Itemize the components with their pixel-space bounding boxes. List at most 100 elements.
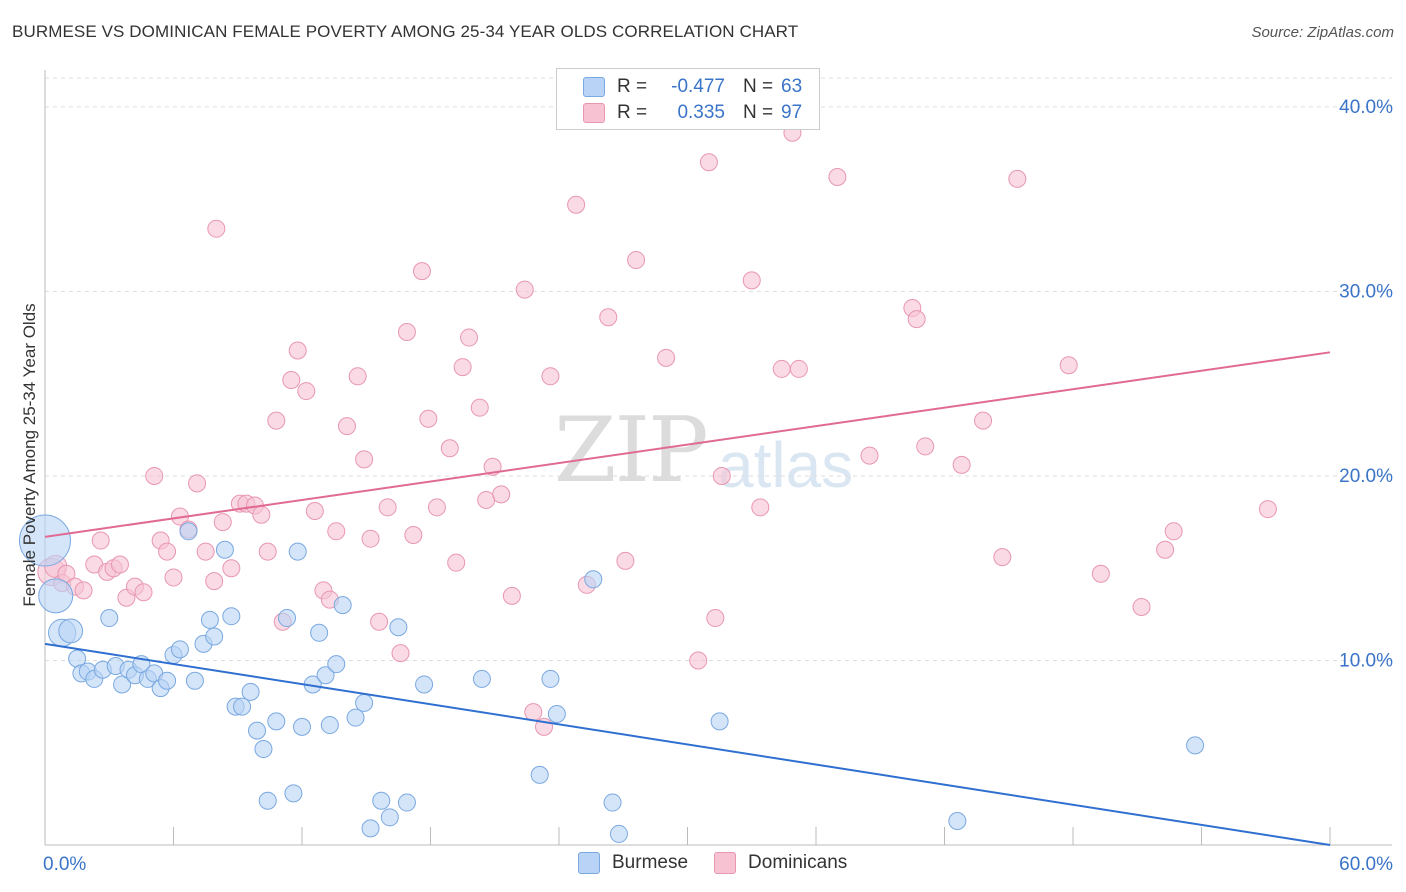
dominicans-point [297, 382, 316, 401]
dominicans-point [524, 703, 543, 722]
dominicans-point [258, 542, 277, 561]
burmese-point [389, 618, 408, 637]
burmese-point [233, 697, 252, 716]
burmese-point [333, 596, 352, 615]
dominicans-point [860, 446, 879, 465]
watermark-atlas: atlas [718, 429, 854, 501]
dominicans-point [188, 474, 207, 493]
burmese-point [547, 704, 566, 723]
burmese-point [185, 671, 204, 690]
x-tick-label: 0.0% [43, 854, 86, 875]
burmese-point [541, 669, 560, 688]
dominicans-point [699, 153, 718, 172]
dominicans-point [397, 323, 416, 342]
burmese-point [472, 669, 491, 688]
chart-title: BURMESE VS DOMINICAN FEMALE POVERTY AMON… [12, 22, 799, 41]
dominicans-point [164, 568, 183, 587]
burmese-point [372, 791, 391, 810]
legend-label-burmese: Burmese [612, 852, 689, 873]
legend-item-dominicans: Dominicans [714, 852, 847, 874]
burmese-point [158, 671, 177, 690]
burmese-point [380, 808, 399, 827]
legend-row-dominicans: R = 0.335 N = 97 [583, 101, 802, 125]
dominicans-trend-line [44, 351, 1331, 538]
dominicans-point [412, 262, 431, 281]
y-tick-label: 30.0% [1339, 281, 1393, 302]
burmese-point [179, 522, 198, 541]
burmese-point [310, 623, 329, 642]
dominicans-point [74, 581, 93, 600]
dominicans-point [355, 450, 374, 469]
burmese-point [316, 666, 335, 685]
correlation-legend: R = -0.477 N = 63 R = 0.335 N = 97 [556, 68, 820, 130]
dominicans-point [993, 548, 1012, 567]
burmese-point [603, 793, 622, 812]
burmese-point [397, 793, 416, 812]
burmese-point [361, 819, 380, 838]
dominicans-point [515, 280, 534, 299]
legend-n-value: 97 [781, 102, 803, 123]
burmese-point [215, 540, 234, 559]
dominicans-point [419, 409, 438, 428]
dominicans-point [916, 437, 935, 456]
dominicans-point [1258, 500, 1277, 519]
legend-item-burmese: Burmese [578, 852, 688, 874]
dominicans-point [348, 367, 367, 386]
dominicans-point [1156, 540, 1175, 559]
dominicans-point [440, 439, 459, 458]
watermark-zip: ZIP [554, 398, 709, 503]
legend-label-dominicans: Dominicans [748, 852, 848, 873]
burmese-point [530, 765, 549, 784]
dominicans-point [207, 219, 226, 238]
dominicans-point [1132, 597, 1151, 616]
burmese-point [241, 682, 260, 701]
burmese-point [327, 655, 346, 674]
dominicans-point [599, 308, 618, 327]
dominicans-point [447, 553, 466, 572]
dominicans-point [828, 168, 847, 187]
burmese-point [267, 712, 286, 731]
burmese-point [278, 609, 297, 628]
dominicans-point [391, 644, 410, 663]
legend-r-value: -0.477 [671, 76, 725, 97]
dominicans-point [327, 522, 346, 541]
dominicans-point [706, 609, 725, 628]
burmese-point [710, 712, 729, 731]
dominicans-point [712, 466, 731, 485]
burmese-point [248, 721, 267, 740]
burmese-point [258, 791, 277, 810]
dominicans-point [427, 498, 446, 517]
dominicans-point [337, 417, 356, 436]
dominicans-point [627, 251, 646, 270]
dominicans-point [378, 498, 397, 517]
dominicans-point [772, 359, 791, 378]
dominicans-point [689, 651, 708, 670]
burmese-point [100, 609, 119, 628]
legend-r-label: R = [617, 76, 648, 97]
series-legend: Burmese Dominicans [578, 852, 873, 874]
burmese-point [948, 812, 967, 831]
dominicans-point [91, 531, 110, 550]
dominicans-point [361, 529, 380, 548]
dominicans-point [502, 586, 521, 605]
dominicans-point [492, 485, 511, 504]
dominicans-point [751, 498, 770, 517]
dominicans-point [252, 505, 271, 524]
dominicans-point [974, 411, 993, 430]
dominicans-point [205, 572, 224, 591]
burmese-point [1186, 736, 1205, 755]
burmese-point [288, 542, 307, 561]
dominicans-point [158, 542, 177, 561]
dominicans-point [134, 583, 153, 602]
legend-n-value: 63 [781, 76, 803, 97]
dominicans-point [222, 559, 241, 578]
legend-r-label: R = [617, 102, 648, 123]
dominicans-point [370, 612, 389, 631]
dominicans-point [288, 341, 307, 360]
dominicans-point [1008, 169, 1027, 188]
legend-row-burmese: R = -0.477 N = 63 [583, 75, 802, 99]
burmese-point [38, 578, 74, 614]
burmese-legend-icon [578, 852, 600, 874]
burmese-point [584, 570, 603, 589]
source-note: Source: ZipAtlas.com [1251, 24, 1394, 41]
